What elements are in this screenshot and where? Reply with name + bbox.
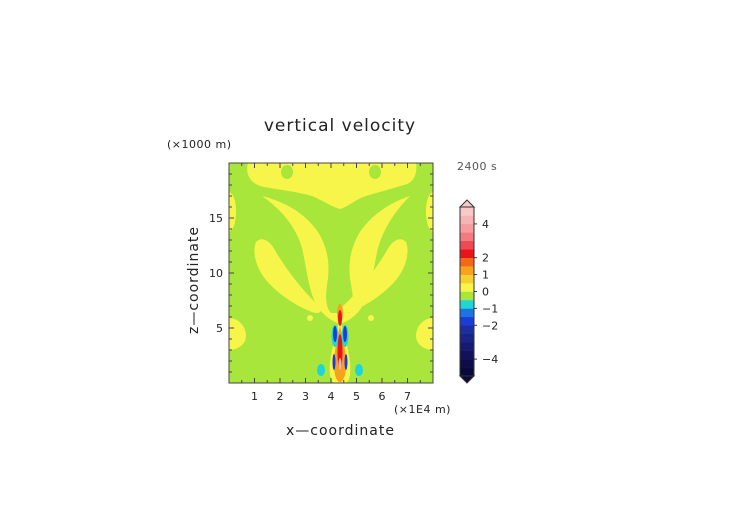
colorbar-band: [460, 316, 474, 326]
velocity-field: [229, 163, 433, 383]
colorbar-band: [460, 333, 474, 343]
y-tick-label: 15: [209, 212, 223, 225]
colorbar-band: [460, 367, 474, 377]
colorbar-band: [460, 223, 474, 233]
lower-blue-right: [344, 354, 348, 370]
colorbar-tick-label: 1: [482, 269, 489, 282]
time-label: 2400 s: [457, 160, 498, 173]
colorbar-min-arrow: [458, 375, 476, 384]
x-tick-label: 6: [379, 390, 386, 403]
x-tick-label: 3: [302, 390, 309, 403]
x-tick-label: 5: [353, 390, 360, 403]
mid-spot-left: [307, 315, 313, 321]
left-edge-lobe-lower: [229, 318, 246, 350]
z-axis-units: (×1000 m): [167, 138, 232, 151]
top-spot-left: [281, 165, 293, 179]
left-edge-lobe-upper: [229, 192, 237, 232]
x-tick-label: 7: [404, 390, 411, 403]
colorbar-band: [460, 350, 474, 360]
colorbar-band: [460, 257, 474, 267]
colorbar-band: [460, 359, 474, 368]
colorbar-band: [460, 308, 474, 318]
colorbar-tick-label: 4: [482, 218, 489, 231]
x-axis-units: (×1E4 m): [394, 403, 451, 416]
top-spot-right: [369, 165, 381, 179]
right-edge-lobe-upper: [425, 192, 433, 232]
core-cyan-left: [317, 364, 325, 376]
y-ticks: 5 10 15: [209, 173, 433, 373]
colorbar-band: [460, 215, 474, 225]
lower-blue-left: [332, 354, 336, 370]
colorbar-tick-label: −1: [482, 302, 498, 315]
colorbar-band: [460, 342, 474, 351]
colorbar-tick-label: −4: [482, 353, 498, 366]
colorbar-band: [460, 325, 474, 335]
x-tick-label: 4: [328, 390, 335, 403]
colorbar-band: [460, 291, 474, 301]
core-cyan-right: [355, 364, 363, 376]
right-wing-region: [341, 239, 408, 314]
downdraft-blue-left: [333, 326, 337, 342]
colorbar-max-arrow: [458, 199, 476, 208]
x-ticks: 1 2 3 4 5 6 7: [241, 163, 421, 403]
colorbar-band: [460, 232, 474, 242]
x-tick-label: 1: [251, 390, 258, 403]
central-updraft-region: [262, 196, 410, 324]
colorbar-band: [460, 240, 474, 250]
colorbar-band: [460, 266, 474, 275]
colorbar-tick-label: 0: [482, 286, 489, 299]
mid-spot-right: [368, 315, 374, 321]
colorbar: 4 2 1 0 −1 −2 −4: [458, 199, 498, 384]
colorbar-tick-label: −2: [482, 319, 498, 332]
colorbar-tick-label: 2: [482, 252, 489, 265]
colorbar-band: [460, 207, 474, 216]
x-axis-label: x—coordinate: [286, 423, 395, 439]
colorbar-band: [460, 249, 474, 258]
x-tick-label: 2: [277, 390, 284, 403]
chart-title: vertical velocity: [263, 116, 417, 136]
colorbar-band: [460, 283, 474, 292]
right-edge-lobe-lower: [416, 318, 433, 350]
y-tick-label: 5: [216, 322, 223, 335]
y-tick-label: 10: [209, 267, 223, 280]
updraft-top-red: [338, 310, 342, 326]
downdraft-blue-right: [343, 326, 347, 342]
colorbar-band: [460, 299, 474, 309]
updraft-core-pink: [338, 358, 342, 370]
colorbar-band: [460, 274, 474, 284]
left-wing-region: [254, 239, 321, 314]
